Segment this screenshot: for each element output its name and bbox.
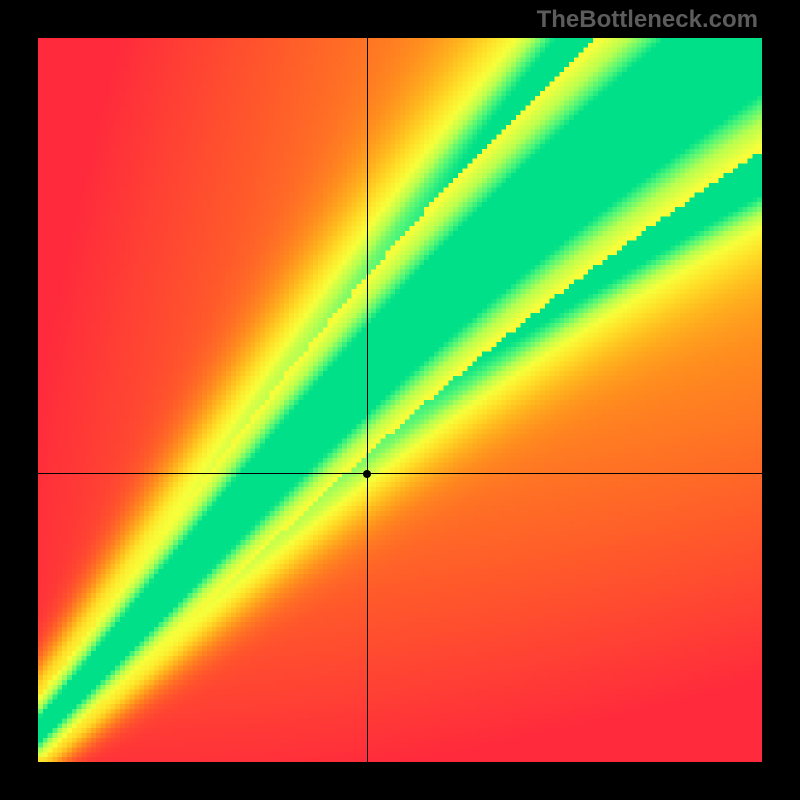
chart-container: TheBottleneck.com [0, 0, 800, 800]
watermark-text: TheBottleneck.com [537, 6, 758, 34]
crosshair-marker [363, 470, 371, 478]
crosshair-vertical [367, 38, 368, 762]
bottleneck-heatmap [38, 38, 762, 762]
crosshair-horizontal [38, 473, 762, 474]
